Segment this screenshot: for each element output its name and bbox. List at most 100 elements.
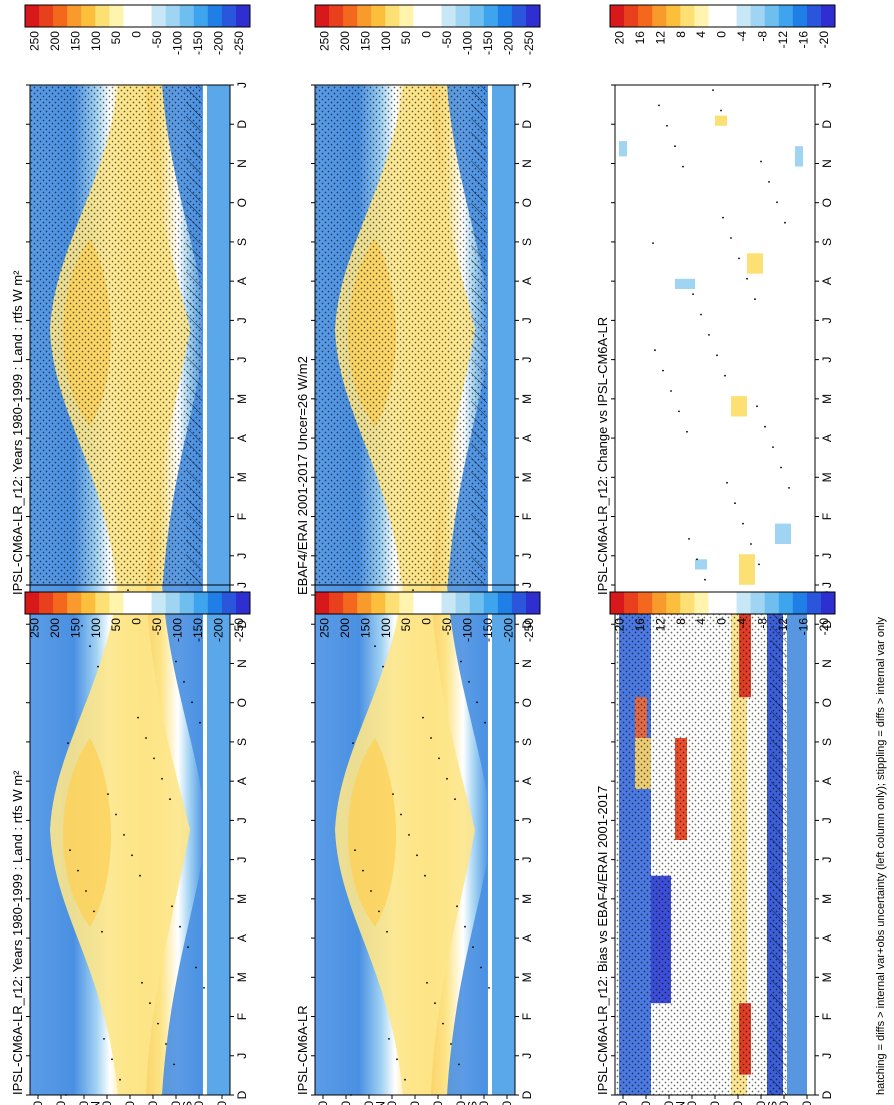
north-hemisphere-label: °N: [374, 1101, 388, 1105]
stipple-dot: [115, 813, 117, 816]
colorbar-swatch: [778, 5, 794, 27]
colorbar-swatch: [666, 592, 681, 614]
stipple-dot: [456, 905, 458, 908]
colorbar-swatch: [666, 5, 681, 27]
stipple-dot: [199, 721, 201, 724]
panel-title: IPSL-CM6A-LR: [295, 1005, 310, 1095]
stipple-dot: [468, 681, 470, 683]
stipple-dot: [149, 1002, 151, 1005]
stipple-dot: [488, 986, 490, 989]
stipple-dot: [396, 1058, 398, 1061]
colorbar-tick-label: -250: [232, 618, 246, 642]
colorbar-frame: [24, 4, 251, 28]
stipple-dot: [720, 109, 722, 112]
colorbar-tick-label: -100: [171, 31, 185, 55]
summer-max: [63, 738, 111, 927]
stipple-dot: [169, 798, 171, 801]
colorbar-tick-label: 0: [715, 618, 729, 625]
colorbar-tick-label: 200: [338, 31, 352, 51]
hatching: [471, 85, 487, 595]
month-label: O: [520, 698, 534, 707]
colorbar-swatch: [708, 5, 723, 27]
colorbar-tick-label: 150: [358, 618, 372, 638]
colorbar-swatch: [694, 592, 709, 614]
stipple-dot: [450, 1043, 452, 1045]
stipple-dot: [123, 833, 125, 836]
colorbar-tick-label: -100: [461, 31, 475, 55]
colorbar-tick-label: 150: [68, 618, 82, 638]
colorbar-swatch: [722, 5, 738, 27]
month-label: O: [820, 198, 834, 207]
stipple-dot: [412, 589, 414, 591]
lat-tick-label: 0: [408, 1101, 422, 1105]
month-label: M: [235, 972, 249, 982]
stipple-dot: [696, 558, 698, 561]
colorbar-tick-label: 100: [89, 31, 103, 51]
stipple-dot: [460, 660, 462, 663]
panel-group-bot-left: DJFMAMJJASONDJ80604020020406080°N°SIPSL-…: [595, 582, 834, 1105]
month-label: A: [235, 934, 249, 942]
stipple-dot: [724, 374, 726, 377]
stipple-dot: [183, 680, 185, 683]
colorbar-swatch: [385, 5, 400, 27]
month-label: S: [820, 238, 834, 246]
panel-title: IPSL-CM6A-LR_r12: Bias vs EBAF4/ERAI 200…: [595, 786, 610, 1095]
colorbar-swatch: [610, 5, 625, 27]
stipple-dot: [652, 242, 654, 244]
lat-tick-label: 80: [316, 1101, 330, 1105]
colorbar-swatch: [652, 5, 667, 27]
month-label: N: [520, 159, 534, 168]
month-label: J: [520, 82, 534, 88]
month-label: J: [820, 357, 834, 363]
colorbar-tick-label: 250: [317, 618, 331, 638]
south-hemisphere-label: °S: [181, 1101, 195, 1105]
month-label: D: [820, 120, 834, 129]
colorbar-swatch: [455, 592, 471, 614]
colorbar-swatch: [109, 592, 124, 614]
stipple-dot: [738, 257, 740, 260]
colorbar-swatch: [483, 5, 499, 27]
stipple-dot: [784, 221, 786, 224]
stippling: [315, 85, 487, 595]
stipple-dot: [704, 578, 706, 581]
colorbar-swatch: [371, 5, 386, 27]
colorbar-tick-label: -4: [735, 31, 749, 42]
month-label: J: [235, 317, 249, 323]
colorbar-mid-right: 250 200 150 100 50 0 -50 -100 -150 -200 -250: [314, 4, 541, 55]
colorbar-tick-label: -200: [211, 31, 225, 55]
lat-tick-label: 80: [800, 1101, 814, 1105]
colorbar-swatch: [441, 5, 457, 27]
stipple-dot: [712, 89, 714, 91]
antarctic-band: [492, 585, 515, 1095]
panel-title: IPSL-CM6A-LR_r12: Change vs IPSL-CM6A-LR: [595, 317, 610, 595]
stipple-dot: [101, 930, 103, 933]
month-label: S: [235, 738, 249, 746]
colorbar-swatch: [221, 5, 237, 27]
month-label: O: [520, 198, 534, 207]
stipple-dot: [173, 1063, 175, 1066]
colorbar-bot-right: 20 16 12 8 4 0 -4 -8 -12 -16 -20: [609, 4, 836, 48]
stipple-dot: [400, 813, 402, 816]
change-region: [795, 146, 803, 167]
gap-band: [488, 585, 492, 1095]
colorbar-swatch: [722, 592, 738, 614]
hatching: [771, 585, 787, 1095]
colorbar-tick-label: 0: [130, 31, 144, 38]
panel-group-mid-right: DJFMAMJJASONDJ80604020020406080°N°SIPSL-…: [295, 582, 534, 1105]
colorbar-swatch: [193, 5, 209, 27]
colorbar-frame: [314, 4, 541, 28]
gap-band: [203, 85, 207, 595]
month-label: D: [235, 620, 249, 629]
colorbar-swatch: [441, 592, 457, 614]
stipple-dot: [382, 665, 384, 668]
stipple-dot: [700, 313, 702, 316]
lat-tick-label: 80: [31, 1101, 45, 1105]
stipple-dot: [97, 665, 99, 668]
colorbar-tick-label: 0: [420, 31, 434, 38]
stipple-dot: [370, 890, 372, 892]
lat-tick-label: 20: [385, 1101, 399, 1105]
month-label: M: [820, 894, 834, 904]
lat-tick-label: 40: [362, 1101, 376, 1105]
month-label: S: [820, 738, 834, 746]
colorbar-swatch: [413, 592, 428, 614]
